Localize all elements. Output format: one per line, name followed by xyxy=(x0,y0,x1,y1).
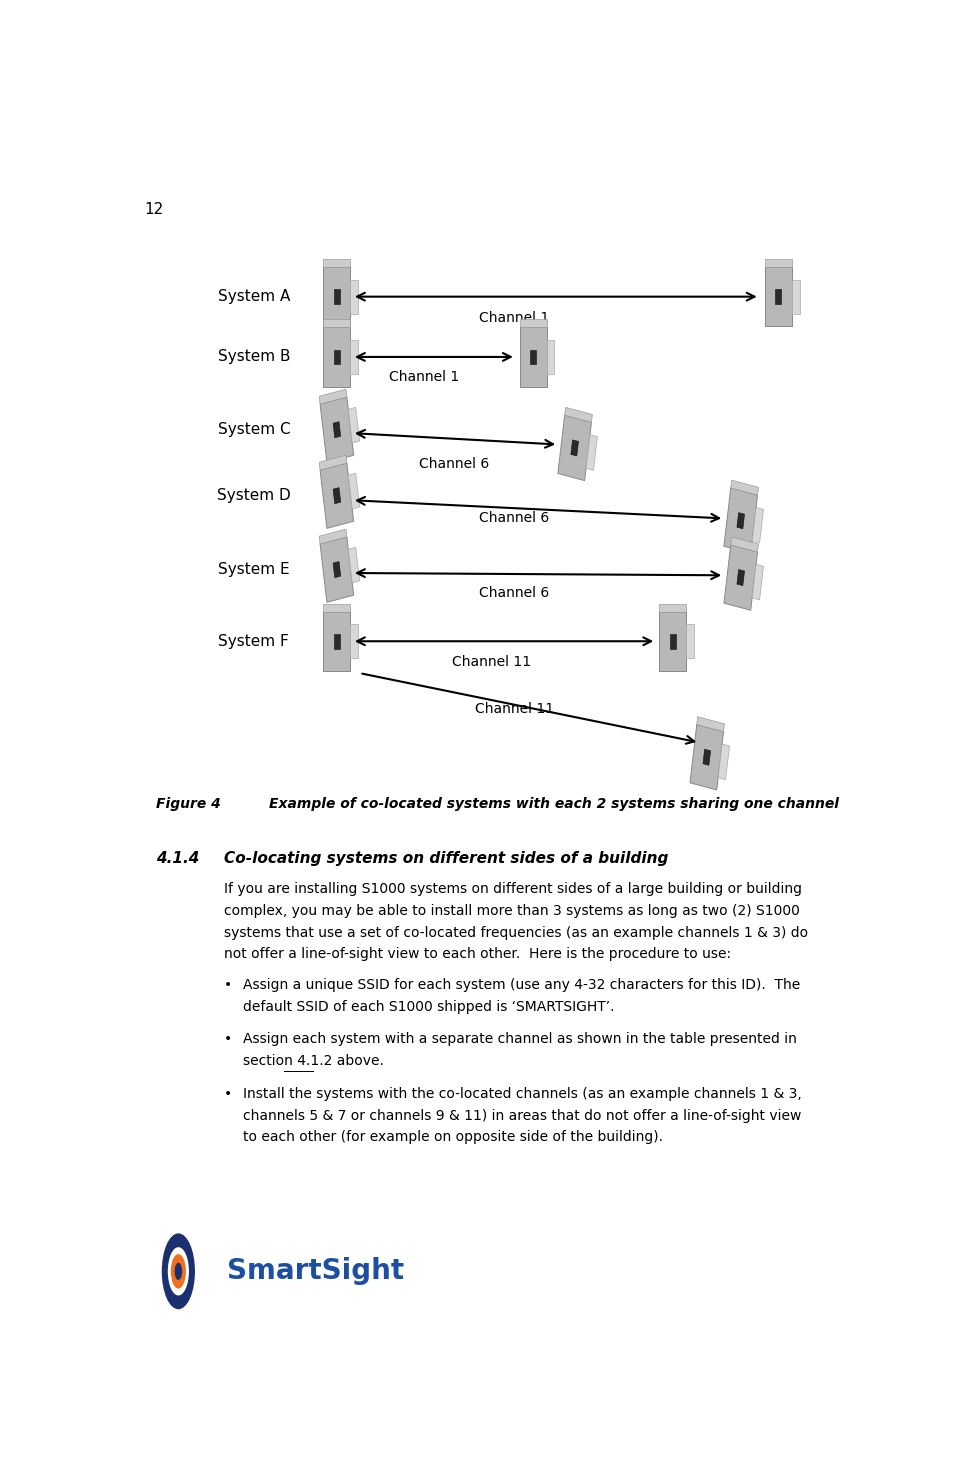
Polygon shape xyxy=(349,408,359,443)
Text: Co-locating systems on different sides of a building: Co-locating systems on different sides o… xyxy=(224,851,668,866)
Polygon shape xyxy=(737,513,744,529)
Polygon shape xyxy=(730,538,759,552)
Text: System D: System D xyxy=(217,489,290,504)
Text: 12: 12 xyxy=(144,202,164,217)
Text: Channel 1: Channel 1 xyxy=(389,371,459,384)
Bar xyxy=(323,319,351,328)
Polygon shape xyxy=(333,561,341,578)
Text: default SSID of each S1000 shipped is ‘SMARTSIGHT’.: default SSID of each S1000 shipped is ‘S… xyxy=(243,1000,614,1013)
Ellipse shape xyxy=(174,1263,182,1281)
Text: •: • xyxy=(224,978,232,993)
Bar xyxy=(351,340,358,374)
Bar xyxy=(334,634,340,648)
Bar xyxy=(334,350,340,365)
Bar xyxy=(765,258,792,267)
Bar xyxy=(519,319,546,328)
Ellipse shape xyxy=(162,1233,195,1309)
Text: If you are installing S1000 systems on different sides of a large building or bu: If you are installing S1000 systems on d… xyxy=(224,882,802,897)
Polygon shape xyxy=(690,725,724,790)
Text: channels 5 & 7 or channels 9 & 11) in areas that do not offer a line-of-sight vi: channels 5 & 7 or channels 9 & 11) in ar… xyxy=(243,1109,801,1123)
Polygon shape xyxy=(349,473,359,510)
Polygon shape xyxy=(752,564,764,600)
Text: systems that use a set of co-located frequencies (as an example channels 1 & 3) : systems that use a set of co-located fre… xyxy=(224,926,807,939)
Text: complex, you may be able to install more than 3 systems as long as two (2) S1000: complex, you may be able to install more… xyxy=(224,904,800,919)
Polygon shape xyxy=(586,434,597,470)
Polygon shape xyxy=(718,744,730,780)
Bar xyxy=(659,604,687,611)
Text: System C: System C xyxy=(217,422,290,437)
Bar xyxy=(546,340,554,374)
Polygon shape xyxy=(696,716,725,731)
Polygon shape xyxy=(565,408,592,422)
Text: Assign a unique SSID for each system (use any 4-32 characters for this ID).  The: Assign a unique SSID for each system (us… xyxy=(243,978,800,993)
Bar xyxy=(323,267,351,326)
Text: Figure 4: Figure 4 xyxy=(156,798,220,811)
Text: System B: System B xyxy=(217,350,290,365)
Text: section 4.1.2 above.: section 4.1.2 above. xyxy=(243,1055,384,1068)
Bar xyxy=(792,279,800,313)
Polygon shape xyxy=(737,570,744,586)
Polygon shape xyxy=(724,545,758,610)
Text: •: • xyxy=(224,1032,232,1047)
Bar xyxy=(519,328,546,387)
Text: System A: System A xyxy=(217,289,290,304)
Bar xyxy=(351,279,358,313)
Text: not offer a line-of-sight view to each other.  Here is the procedure to use:: not offer a line-of-sight view to each o… xyxy=(224,947,730,962)
Bar xyxy=(323,258,351,267)
Bar xyxy=(530,350,536,365)
Text: System E: System E xyxy=(218,563,289,578)
Text: System F: System F xyxy=(218,634,289,648)
Text: Channel 6: Channel 6 xyxy=(479,586,549,601)
Bar xyxy=(323,328,351,387)
Bar xyxy=(765,267,792,326)
Text: Channel 6: Channel 6 xyxy=(419,456,489,471)
Polygon shape xyxy=(571,440,579,456)
Polygon shape xyxy=(349,548,359,583)
Polygon shape xyxy=(320,538,354,603)
Bar xyxy=(323,611,351,671)
Text: Channel 11: Channel 11 xyxy=(452,654,531,669)
Polygon shape xyxy=(320,462,354,529)
Bar xyxy=(775,289,781,304)
Polygon shape xyxy=(333,487,341,504)
Text: Channel 11: Channel 11 xyxy=(474,703,554,716)
Ellipse shape xyxy=(170,1254,186,1288)
Bar xyxy=(323,604,351,611)
Polygon shape xyxy=(333,421,341,437)
Polygon shape xyxy=(703,749,711,765)
Bar xyxy=(334,289,340,304)
Text: Channel 6: Channel 6 xyxy=(479,511,549,526)
Bar xyxy=(351,625,358,659)
Text: Install the systems with the co-located channels (as an example channels 1 & 3,: Install the systems with the co-located … xyxy=(243,1087,802,1100)
Text: Example of co-located systems with each 2 systems sharing one channel: Example of co-located systems with each … xyxy=(269,798,839,811)
Polygon shape xyxy=(730,480,759,495)
Polygon shape xyxy=(724,487,758,554)
Text: SmartSight: SmartSight xyxy=(228,1257,404,1285)
Text: 4.1.4: 4.1.4 xyxy=(156,851,199,866)
Bar xyxy=(659,611,687,671)
Bar xyxy=(670,634,676,648)
Bar xyxy=(687,625,693,659)
Polygon shape xyxy=(558,415,591,480)
Text: to each other (for example on opposite side of the building).: to each other (for example on opposite s… xyxy=(243,1130,662,1145)
Text: Channel 1: Channel 1 xyxy=(479,312,549,325)
Polygon shape xyxy=(752,508,764,544)
Polygon shape xyxy=(320,397,354,462)
Text: •: • xyxy=(224,1087,232,1100)
Ellipse shape xyxy=(168,1247,189,1295)
Polygon shape xyxy=(319,390,347,405)
Polygon shape xyxy=(319,455,347,470)
Text: Assign each system with a separate channel as shown in the table presented in: Assign each system with a separate chann… xyxy=(243,1032,797,1047)
Polygon shape xyxy=(319,529,347,544)
